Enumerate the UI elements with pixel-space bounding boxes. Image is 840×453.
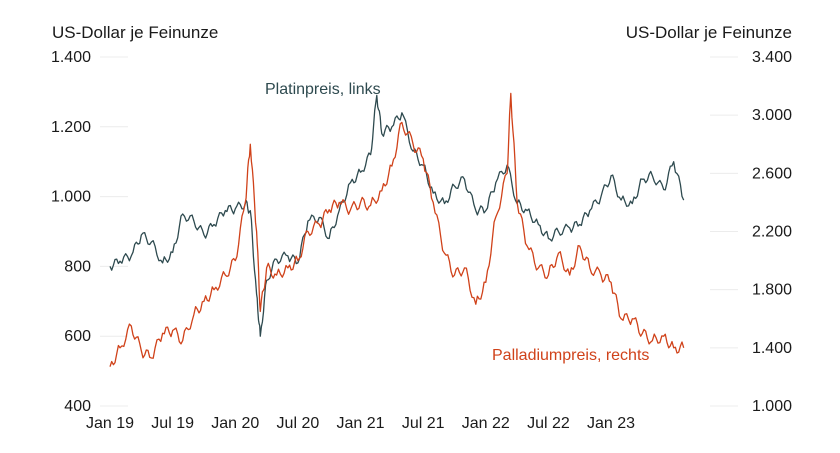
right-axis-ticks: 3.400 3.000 2.600 2.200 1.800 1.400 1.000 [752, 49, 792, 415]
right-tick-label: 1.400 [752, 340, 792, 357]
x-axis-ticks: Jan 19 Jul 19 Jan 20 Jul 20 Jan 21 Jul 21 Jan … [86, 415, 635, 432]
palladium-series-label: Palladiumpreis, rechts [492, 347, 649, 364]
left-tick-label: 1.000 [51, 189, 91, 206]
right-tick-label: 3.000 [752, 107, 792, 124]
x-tick-label: Jan 19 [86, 415, 134, 432]
right-tick-label: 2.600 [752, 165, 792, 182]
left-tick-label: 800 [64, 258, 91, 275]
platinum-price-line [109, 94, 685, 337]
left-tick-label: 600 [64, 328, 91, 345]
platinum-series-label: Platinpreis, links [265, 81, 381, 98]
palladium-price-line [109, 92, 685, 367]
left-tick-label: 1.400 [51, 49, 91, 66]
x-tick-label: Jul 20 [277, 415, 320, 432]
x-tick-label: Jan 22 [462, 415, 510, 432]
x-tick-label: Jul 21 [402, 415, 445, 432]
series-lines [109, 92, 685, 367]
left-axis-ticks: 1.400 1.200 1.000 800 600 400 [51, 49, 91, 415]
right-tick-label: 1.800 [752, 282, 792, 299]
left-tick-label: 400 [64, 398, 91, 415]
left-tick-label: 1.200 [51, 119, 91, 136]
right-tick-label: 2.200 [752, 224, 792, 241]
x-tick-label: Jan 21 [337, 415, 385, 432]
x-tick-label: Jan 20 [211, 415, 259, 432]
right-tick-label: 3.400 [752, 49, 792, 66]
x-tick-label: Jul 19 [151, 415, 194, 432]
gridlines [100, 56, 738, 407]
right-tick-label: 1.000 [752, 398, 792, 415]
x-tick-label: Jan 23 [587, 415, 635, 432]
left-axis-title: US-Dollar je Feinunze [52, 23, 218, 42]
x-tick-label: Jul 22 [527, 415, 570, 432]
right-axis-title: US-Dollar je Feinunze [626, 23, 792, 42]
